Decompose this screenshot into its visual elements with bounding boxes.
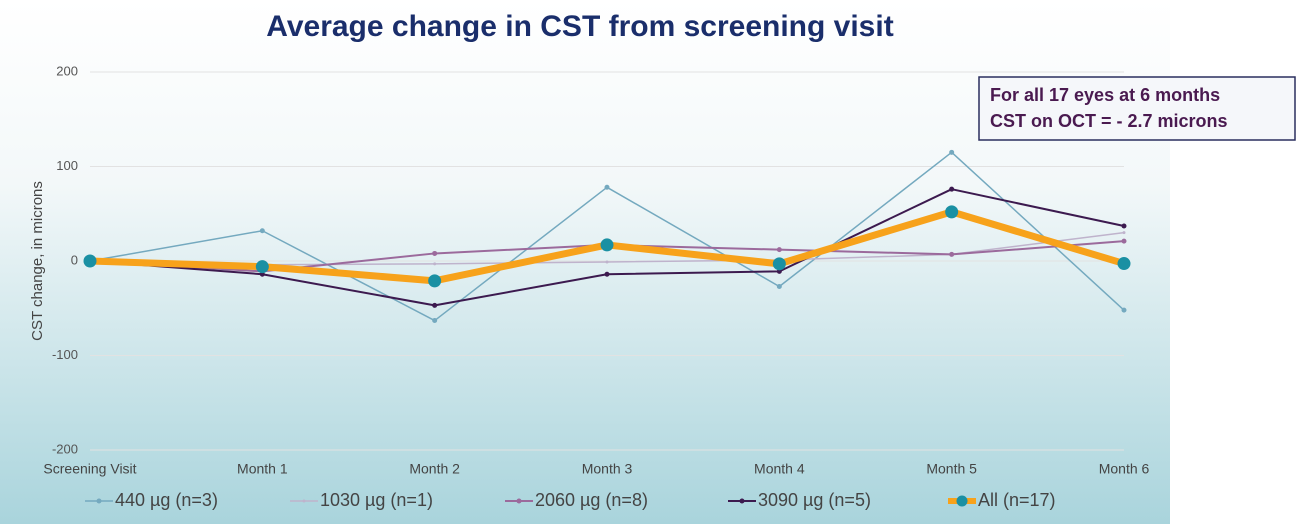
data-point [949, 149, 955, 155]
legend-label: 3090 µg (n=5) [758, 490, 871, 510]
y-tick-label: 200 [56, 63, 78, 78]
data-point [1121, 223, 1127, 229]
y-tick-label: 100 [56, 158, 78, 173]
legend-marker [516, 498, 522, 504]
data-point [605, 260, 609, 264]
data-point [949, 186, 955, 192]
legend-marker [96, 498, 102, 504]
legend-label: All (n=17) [978, 490, 1056, 510]
data-point [428, 274, 442, 288]
data-point [432, 318, 438, 324]
legend-label: 440 µg (n=3) [115, 490, 218, 510]
data-point [772, 257, 786, 271]
x-tick-label: Month 6 [1099, 461, 1150, 477]
y-tick-label: -200 [52, 441, 78, 456]
x-tick-label: Month 1 [237, 461, 288, 477]
data-point [1117, 257, 1131, 271]
x-tick-label: Screening Visit [43, 461, 136, 477]
data-point [259, 228, 265, 234]
data-point [949, 251, 955, 257]
data-point [432, 302, 438, 308]
x-tick-label: Month 2 [409, 461, 460, 477]
annotation-box [978, 76, 1296, 141]
x-tick-label: Month 3 [582, 461, 633, 477]
data-point [945, 205, 959, 219]
annotation-line: CST on OCT = - 2.7 microns [990, 111, 1228, 131]
data-point [255, 260, 269, 274]
legend-marker [956, 495, 968, 507]
data-point [432, 250, 438, 256]
data-point [776, 247, 782, 253]
legend-label: 2060 µg (n=8) [535, 490, 648, 510]
legend-marker [739, 498, 745, 504]
annotation-line: For all 17 eyes at 6 months [990, 85, 1220, 105]
data-point [776, 284, 782, 290]
data-point [604, 184, 610, 190]
x-tick-label: Month 4 [754, 461, 805, 477]
data-point [600, 238, 614, 252]
y-tick-label: 0 [71, 252, 78, 267]
data-point [1122, 231, 1126, 235]
legend-label: 1030 µg (n=1) [320, 490, 433, 510]
legend-marker [302, 499, 306, 503]
data-point [1121, 238, 1127, 244]
data-point [433, 262, 437, 266]
data-point [604, 271, 610, 277]
data-point [83, 254, 97, 268]
y-axis-label: CST change, in microns [29, 181, 46, 341]
y-tick-label: -100 [52, 347, 78, 362]
x-tick-label: Month 5 [926, 461, 977, 477]
chart-title: Average change in CST from screening vis… [266, 10, 893, 43]
data-point [1121, 307, 1127, 313]
